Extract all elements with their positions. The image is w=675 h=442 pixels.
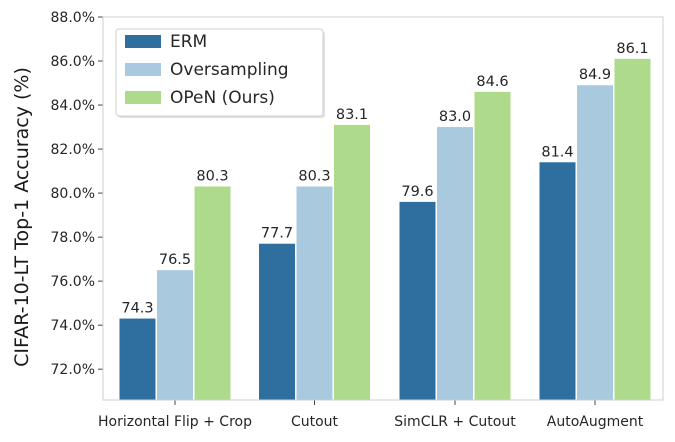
bar-open-ours-1 — [334, 124, 370, 400]
bar-open-ours-2 — [474, 91, 511, 400]
y-tick-label: 84.0% — [51, 98, 95, 114]
legend-swatch — [125, 63, 161, 76]
bar-value-label: 80.3 — [196, 168, 228, 184]
legend-label: OPeN (Ours) — [170, 88, 275, 108]
bar-erm-0 — [119, 318, 156, 400]
data-labels: 74.3 76.5 80.3 77.7 80.3 83.1 79.6 83.0 84.6 81.4… — [121, 41, 648, 317]
y-tick-label: 78.0% — [51, 230, 95, 246]
legend: ERM Oversampling OPeN (Ours) — [115, 28, 325, 118]
bar-oversampling-0 — [157, 270, 193, 400]
y-tick-label: 80.0% — [51, 186, 95, 202]
bar-value-label: 77.7 — [261, 226, 293, 242]
legend-swatch — [125, 91, 161, 104]
bar-erm-2 — [399, 201, 436, 400]
y-axis-label: CIFAR-10-LT Top-1 Accuracy (%) — [11, 67, 33, 367]
bar-oversampling-3 — [577, 85, 613, 401]
bar-oversampling-1 — [296, 186, 333, 400]
bar-open-ours-3 — [614, 58, 651, 400]
legend-box — [115, 28, 324, 117]
y-axis-ticks: 72.0% 74.0% 76.0% 78.0% 80.0% 82.0% 84.0% 86.0%… — [51, 10, 103, 378]
legend-label: ERM — [170, 32, 207, 52]
bar-value-label: 80.3 — [298, 168, 330, 184]
plot-frame — [102, 16, 664, 401]
y-tick-label: 82.0% — [51, 142, 95, 158]
y-tick-label: 74.0% — [51, 318, 95, 334]
bars — [119, 58, 651, 401]
bar-value-label: 81.4 — [541, 144, 573, 160]
y-tick-label: 76.0% — [51, 274, 95, 290]
bar-value-label: 76.5 — [159, 252, 191, 268]
x-tick-label: SimCLR + Cutout — [394, 414, 516, 430]
legend-swatch — [125, 35, 161, 48]
bar-open-ours-0 — [194, 186, 231, 400]
bar-value-label: 79.6 — [401, 184, 433, 200]
bar-value-label: 74.3 — [121, 301, 153, 317]
bar-oversampling-2 — [437, 127, 473, 401]
y-tick-label: 72.0% — [51, 362, 95, 378]
bar-value-label: 84.9 — [579, 67, 611, 83]
y-tick-label: 86.0% — [51, 54, 95, 70]
legend-label: Oversampling — [170, 60, 289, 80]
bar-value-label: 86.1 — [616, 41, 648, 57]
bar-value-label: 83.1 — [336, 107, 368, 123]
x-tick-label: Cutout — [291, 414, 339, 430]
bar-erm-3 — [539, 162, 576, 400]
x-axis-ticks: Horizontal Flip + Crop Cutout SimCLR + Cut… — [98, 400, 644, 430]
bar-value-label: 83.0 — [439, 109, 471, 125]
x-tick-label: AutoAugment — [547, 414, 644, 430]
bar-erm-1 — [259, 243, 295, 400]
x-tick-label: Horizontal Flip + Crop — [98, 414, 252, 430]
bar-value-label: 84.6 — [476, 74, 508, 90]
y-tick-label: 88.0% — [51, 10, 95, 26]
